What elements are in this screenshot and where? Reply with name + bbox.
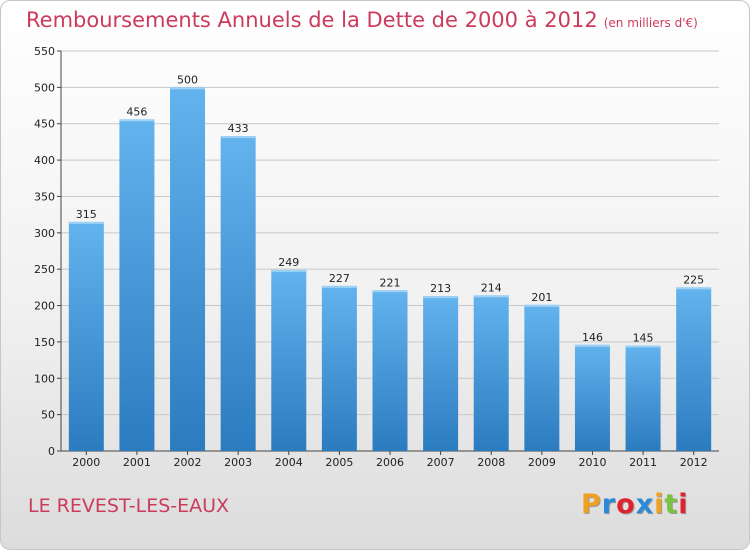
data-label-2005: 227 [329,272,350,285]
y-tick-label: 100 [34,372,55,385]
x-tick-label-2002: 2002 [174,456,202,469]
x-tick-label-2004: 2004 [275,456,303,469]
logo-letter: r [601,489,617,520]
data-label-2000: 315 [76,208,97,221]
labels: 315 2000 456 2001 500 2002 433 2003 249 2004 227 20… [72,73,707,469]
data-label-2004: 249 [278,256,299,269]
bar-2007 [423,296,459,451]
logo-letter: i [654,489,665,520]
x-tick-label-2005: 2005 [325,456,353,469]
data-label-2010: 146 [582,331,603,344]
logo-letter: x [635,489,655,520]
y-tick-label: 350 [34,190,55,203]
bar-2003 [220,136,256,451]
location-name: LE REVEST-LES-EAUX [28,495,230,517]
y-tick-label: 200 [34,300,55,313]
bar-2011 [625,345,661,451]
x-tick-label-2011: 2011 [629,456,657,469]
bar-top-highlight [473,295,509,298]
bar-2004 [271,269,307,451]
x-tick-label-2000: 2000 [72,456,100,469]
data-label-2007: 213 [430,282,451,295]
logo-letter: o [616,489,636,520]
data-label-2011: 145 [633,332,654,345]
bar-2006 [372,290,408,451]
chart-title-text: Remboursements Annuels de la Dette de 20… [26,8,598,32]
x-tick-label-2001: 2001 [123,456,151,469]
data-label-2006: 221 [380,276,401,289]
x-tick-label-2012: 2012 [680,456,708,469]
x-tick-label-2008: 2008 [477,456,505,469]
y-tick-label: 150 [34,336,55,349]
data-label-2001: 456 [126,105,147,118]
y-tick-label: 500 [34,81,55,94]
y-tick-label: 550 [34,45,55,58]
bar-top-highlight [321,285,357,288]
data-label-2008: 214 [481,281,502,294]
bars [68,87,712,451]
bar-top-highlight [423,296,459,299]
bar-2002 [170,87,206,451]
data-label-2002: 500 [177,73,198,86]
logo-letter: t [664,489,679,520]
bar-top-highlight [170,87,206,90]
y-tick-label: 0 [48,445,55,458]
x-tick-label-2006: 2006 [376,456,404,469]
bar-top-highlight [220,136,256,139]
x-tick-label-2010: 2010 [578,456,606,469]
x-tick-label-2007: 2007 [427,456,455,469]
bar-top-highlight [524,304,560,307]
data-label-2009: 201 [531,291,552,304]
bar-2001 [119,119,155,451]
bar-2000 [68,221,104,451]
chart-subtitle: (en milliers d'€) [603,16,698,30]
y-tick-label: 400 [34,154,55,167]
bar-2005 [321,285,357,451]
bar-top-highlight [372,290,408,293]
bar-top-highlight [119,119,155,122]
y-tick-label: 450 [34,118,55,131]
logo-letter: i [678,489,689,520]
bar-2010 [574,344,610,451]
data-label-2003: 433 [228,122,249,135]
y-tick-label: 250 [34,263,55,276]
bar-top-highlight [68,221,104,224]
bar-2012 [676,287,712,451]
logo-letter: P [581,489,602,520]
bar-top-highlight [574,344,610,347]
data-label-2012: 225 [683,273,704,286]
bar-2008 [473,295,509,451]
proxiti-logo[interactable]: Proxiti [581,489,691,525]
x-tick-label-2003: 2003 [224,456,252,469]
chart-title: Remboursements Annuels de la Dette de 20… [26,8,698,32]
x-tick-label-2009: 2009 [528,456,556,469]
y-tick-label: 50 [41,409,55,422]
bar-top-highlight [625,345,661,348]
bar-2009 [524,304,560,451]
bar-top-highlight [271,269,307,272]
y-tick-label: 300 [34,227,55,240]
bar-top-highlight [676,287,712,290]
